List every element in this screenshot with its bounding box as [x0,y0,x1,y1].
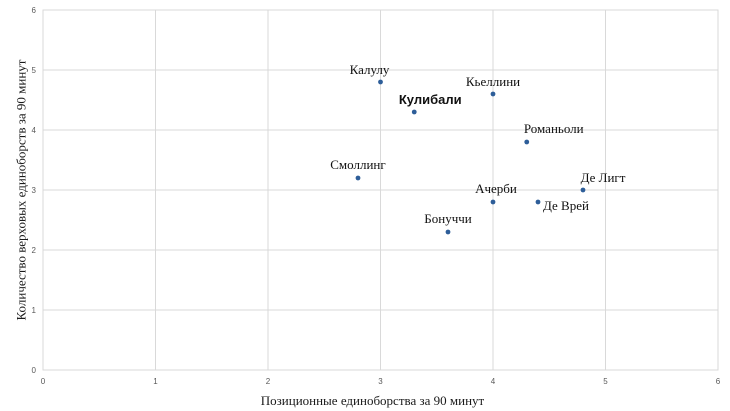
data-point [445,229,451,235]
y-axis-title: Количество верховых единоборств за 90 ми… [14,59,29,320]
x-tick-label: 1 [153,377,158,386]
data-point [378,79,383,85]
point-label: Романьоли [524,121,584,136]
y-tick-label: 3 [32,186,37,195]
data-points [355,79,586,235]
point-label: Де Врей [543,198,589,213]
y-tick-label: 6 [32,6,37,15]
y-tick-label: 0 [32,366,37,375]
point-label: Кьеллини [466,74,520,89]
point-label: Ачерби [475,181,517,196]
point-label: Бонуччи [424,211,471,226]
point-label: Де Лигт [581,170,626,185]
x-tick-labels: 0 1 2 3 4 5 6 [41,377,721,386]
data-point [535,199,541,205]
point-label: Кулибали [399,92,462,107]
y-tick-label: 4 [32,126,37,135]
plot-frame [42,9,719,371]
x-tick-label: 5 [603,377,608,386]
x-tick-label: 3 [378,377,383,386]
y-tick-label: 5 [32,66,37,75]
data-point [411,109,417,115]
y-tick-label: 1 [32,306,37,315]
y-tick-labels: 0 1 2 3 4 5 6 [32,6,37,375]
x-axis-title: Позиционные единоборства за 90 минут [261,393,485,408]
point-label: Смоллинг [330,157,385,172]
point-label: Калулу [350,62,390,77]
data-point [490,199,496,205]
x-tick-label: 4 [491,377,496,386]
data-point [355,175,361,181]
data-point [490,91,496,97]
x-tick-label: 6 [716,377,721,386]
x-tick-label: 2 [266,377,271,386]
data-point [580,187,586,193]
data-point [524,139,530,145]
y-tick-label: 2 [32,246,37,255]
point-labels: Калулу Кьеллини Кулибали Романьоли Смоллинг Д… [330,62,625,226]
x-tick-label: 0 [41,377,46,386]
